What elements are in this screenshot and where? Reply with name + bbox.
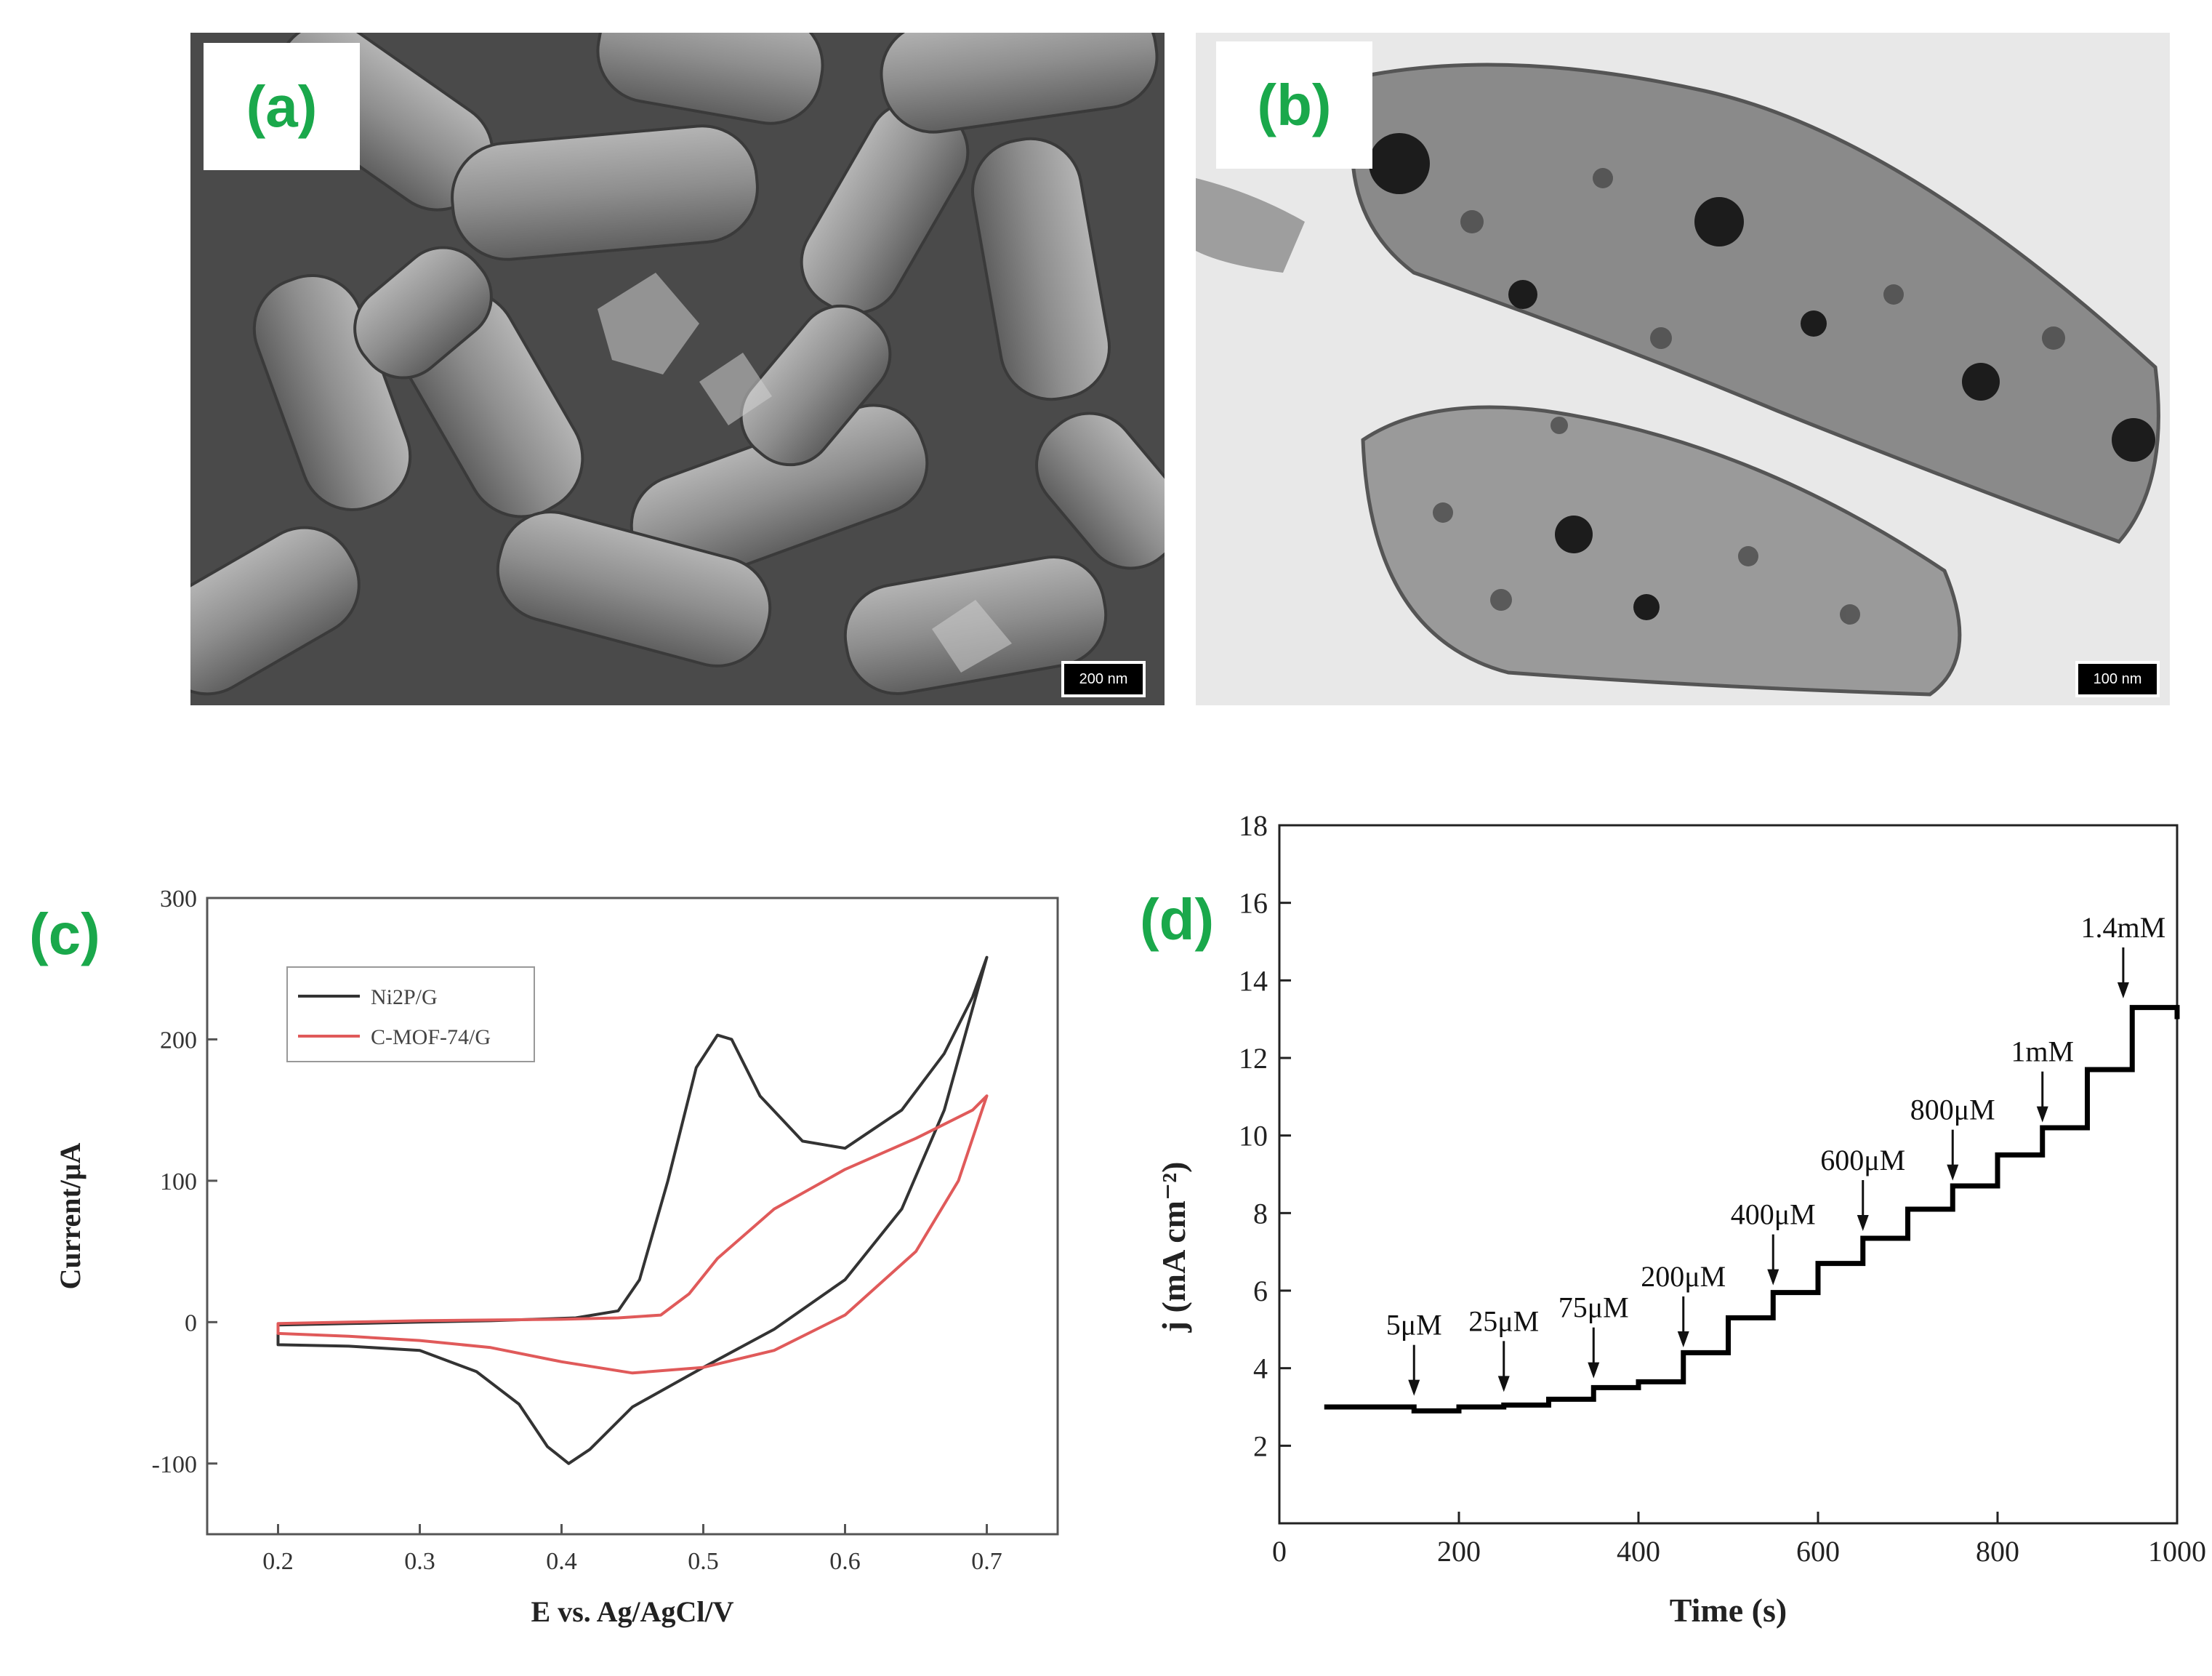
- y-tick-label-d: 4: [1253, 1352, 1268, 1385]
- x-tick-label-d: 600: [1796, 1535, 1840, 1568]
- y-tick-label-d: 18: [1239, 809, 1268, 842]
- x-tick-label-d: 0: [1272, 1535, 1287, 1568]
- legend-box-c: [286, 966, 535, 1062]
- x-tick-label-c: 0.5: [688, 1548, 719, 1575]
- annotation-label-d: 75μM: [1559, 1291, 1629, 1324]
- scale-bar-b: 100 nm: [2075, 661, 2160, 697]
- y-tick-label-d: 12: [1239, 1042, 1268, 1075]
- plot-frame-d: [1278, 824, 2179, 1525]
- legend-label-c: Ni2P/G: [371, 985, 438, 1009]
- annotation-label-d: 5μM: [1386, 1309, 1442, 1342]
- y-tick-label-c: 100: [160, 1168, 197, 1195]
- annotation-label-d: 1.4mM: [2081, 911, 2166, 944]
- annotation-arrowhead-d: [1767, 1269, 1779, 1286]
- series-line-d: [1324, 1005, 2180, 1414]
- x-tick-label-c: 0.7: [971, 1548, 1002, 1575]
- plot-frame-c: [206, 897, 1059, 1536]
- x-tick-label-c: 0.3: [404, 1548, 435, 1575]
- x-tick-label-d: 200: [1437, 1535, 1481, 1568]
- y-tick-label-c: -100: [152, 1451, 197, 1478]
- annotation-label-d: 25μM: [1468, 1304, 1539, 1337]
- y-tick-label-c: 300: [160, 886, 197, 913]
- annotation-label-d: 800μM: [1910, 1094, 1995, 1126]
- x-tick-label-d: 1000: [2148, 1535, 2206, 1568]
- y-tick-label-d: 6: [1253, 1275, 1268, 1307]
- y-tick-label-d: 16: [1239, 887, 1268, 920]
- x-axis-label-c: E vs. Ag/AgCl/V: [531, 1595, 734, 1628]
- annotation-arrowhead-d: [2036, 1106, 2048, 1123]
- annotation-arrowhead-d: [1408, 1379, 1420, 1396]
- panel-label-b: (b): [1216, 41, 1372, 169]
- y-tick-label-d: 8: [1253, 1197, 1268, 1230]
- annotation-arrowhead-d: [2117, 982, 2129, 998]
- tem-image-panel: (b) 100 nm: [1196, 33, 2170, 705]
- x-tick-label-c: 0.6: [829, 1548, 861, 1575]
- annotation-arrowhead-d: [1588, 1362, 1600, 1379]
- series-line-c-1: [276, 955, 989, 1465]
- cv-chart: 0.2 0.3 0.4 0.5 0.6 0.7 -100 0 100 200 300 E vs. Ag…: [54, 886, 1059, 1628]
- annotation-arrowhead-d: [1947, 1164, 1959, 1181]
- y-axis-label-d: j (mA cm⁻²): [1155, 1162, 1192, 1334]
- y-axis-label-c: Current/μA: [54, 1142, 87, 1289]
- y-tick-label-c: 0: [185, 1310, 197, 1336]
- annotation-arrowhead-d: [1857, 1215, 1869, 1231]
- x-tick-label-c: 0.4: [546, 1548, 577, 1575]
- y-tick-label-c: 200: [160, 1027, 197, 1054]
- x-axis-label-d: Time (s): [1670, 1592, 1787, 1629]
- y-tick-label-d: 10: [1239, 1120, 1268, 1152]
- annotation-label-d: 1mM: [2011, 1035, 2074, 1068]
- x-tick-label-c: 0.2: [262, 1548, 294, 1575]
- sem-image-panel: (a) 200 nm: [190, 33, 1165, 705]
- y-tick-label-d: 14: [1239, 964, 1268, 997]
- amperometry-chart: 0 200 400 600 800 1000 2 4 6 8 10 12 14 16 18 Time (s) j…: [1155, 809, 2206, 1629]
- x-tick-label-d: 800: [1976, 1535, 2019, 1568]
- annotation-label-d: 200μM: [1641, 1260, 1726, 1293]
- series-line-c-2: [276, 1094, 989, 1375]
- annotation-label-d: 400μM: [1731, 1198, 1816, 1231]
- y-tick-label-d: 2: [1253, 1430, 1268, 1462]
- scale-bar-a: 200 nm: [1061, 661, 1146, 697]
- x-tick-label-d: 400: [1617, 1535, 1660, 1568]
- panel-label-c: (c): [29, 902, 100, 966]
- legend-label-c: C-MOF-74/G: [371, 1025, 491, 1049]
- panel-label-d: (d): [1140, 887, 1215, 952]
- annotation-arrowhead-d: [1677, 1331, 1689, 1347]
- sem-image: [190, 33, 1165, 705]
- annotation-arrowhead-d: [1497, 1376, 1510, 1392]
- annotation-label-d: 600μM: [1820, 1144, 1905, 1176]
- panel-label-a: (a): [204, 43, 360, 170]
